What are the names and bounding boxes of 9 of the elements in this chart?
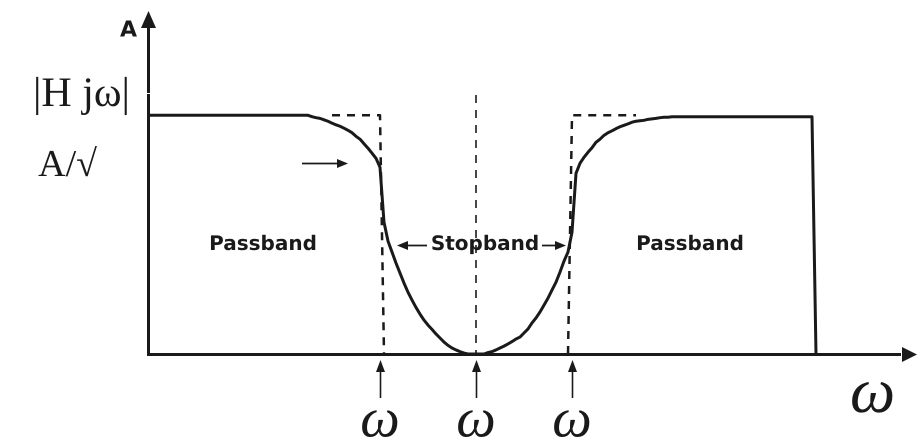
x-tick-label: ω — [360, 387, 400, 448]
annotation: Stopband — [430, 231, 540, 256]
y-axis-title: |H jω| — [33, 69, 130, 117]
text: A — [120, 18, 137, 43]
x-tick-label: ω — [552, 387, 592, 448]
x-tick-label: ω — [456, 387, 496, 448]
annotation: Passband — [209, 231, 317, 256]
annotation: Passband — [636, 231, 744, 256]
text: A/√ — [38, 142, 98, 185]
